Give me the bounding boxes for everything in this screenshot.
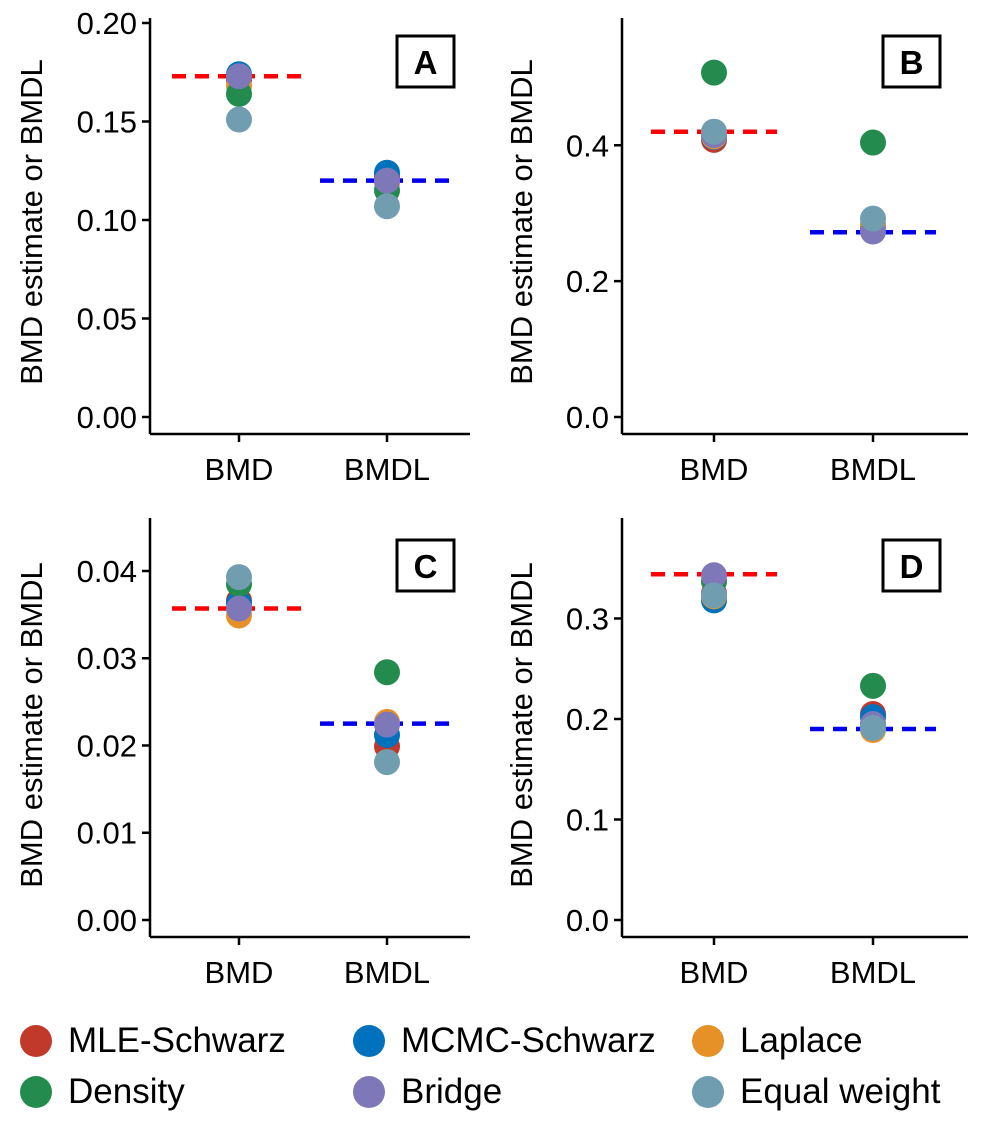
legend-dot [353,1076,385,1108]
data-point-density [860,672,886,699]
y-tick-label: 0.04 [77,554,137,589]
legend-label: Laplace [740,1021,863,1060]
legend-item: Density [20,1069,185,1115]
data-point-density [701,59,727,86]
legend-dot [20,1025,52,1057]
data-point-bridge [374,167,400,194]
y-tick-label: 0.02 [77,728,137,763]
y-tick-label: 0.15 [77,105,137,140]
panel-label-box [395,538,456,593]
panel-d: 0.0 0.1 0.2 0.3 BMD BMDL BMD estimate or BMDL D [504,518,968,990]
data-point-bridge [226,595,252,622]
data-point-density [860,129,886,156]
panel-b: 0.0 0.2 0.4 BMD BMDL BMD estimate or BMDL B [504,18,968,487]
panel-label-box [395,34,456,89]
x-tick-label: BMDL [344,955,430,990]
panel-c: 0.00 0.01 0.02 0.03 0.04 BMD BMDL BMD estimate … [14,518,470,990]
y-tick-label: 0.2 [566,264,609,299]
y-tick-label: 0.0 [566,903,609,938]
data-point-equal-weight [860,205,886,232]
legend-item: Laplace [692,1018,863,1064]
data-point-equal-weight [226,564,252,591]
y-tick-label: 0.2 [566,702,609,737]
legend-label: MCMC-Schwarz [401,1021,656,1060]
legend-item: Equal weight [692,1069,940,1115]
panel-a: 0.00 0.05 0.10 0.15 0.20 BMD BMDL BMD estimate … [14,6,470,487]
y-axis-title: BMD estimate or BMDL [504,562,539,888]
legend-label: Equal weight [740,1072,941,1111]
data-point-equal-weight [701,582,727,609]
legend-item: MCMC-Schwarz [353,1018,656,1064]
x-tick-label: BMD [680,955,749,990]
data-point-bridge [226,63,252,90]
y-axis-title: BMD estimate or BMDL [504,59,539,385]
x-tick-label: BMDL [344,452,430,487]
y-tick-label: 0.4 [566,128,609,163]
x-tick-label: BMDL [830,452,916,487]
legend: MLE-Schwarz MCMC-Schwarz Laplace Density… [0,1014,984,1114]
x-tick-label: BMD [205,955,274,990]
y-tick-label: 0.20 [77,6,137,41]
data-point-equal-weight [374,193,400,220]
x-tick-label: BMDL [830,955,916,990]
y-tick-label: 0.1 [566,802,609,837]
y-axis-title: BMD estimate or BMDL [14,562,49,888]
legend-dot [692,1076,724,1108]
y-tick-label: 0.03 [77,641,137,676]
data-point-density [374,659,400,686]
data-point-equal-weight [701,118,727,145]
legend-dot [20,1076,52,1108]
legend-label: Density [68,1072,185,1111]
legend-dot [353,1025,385,1057]
y-tick-label: 0.3 [566,601,609,636]
panel-label: D [900,548,924,585]
panel-label-box [881,34,942,89]
y-axis-title: BMD estimate or BMDL [14,59,49,385]
y-tick-label: 0.05 [77,302,137,337]
x-tick-label: BMD [680,452,749,487]
y-tick-label: 0.00 [77,400,137,435]
panel-label: C [414,548,438,585]
data-point-bridge [374,711,400,738]
panel-label: B [900,44,924,81]
y-tick-label: 0.10 [77,203,137,238]
x-tick-label: BMD [205,452,274,487]
data-point-bridge [701,562,727,589]
y-tick-label: 0.0 [566,400,609,435]
y-tick-label: 0.00 [77,903,137,938]
data-point-equal-weight [226,106,252,133]
data-point-equal-weight [860,715,886,742]
panel-label-box [881,538,942,593]
legend-item: Bridge [353,1069,502,1115]
legend-label: MLE-Schwarz [68,1021,286,1060]
legend-label: Bridge [401,1072,503,1111]
panel-label: A [414,44,438,81]
data-point-equal-weight [374,749,400,776]
y-tick-label: 0.01 [77,816,137,851]
legend-dot [692,1025,724,1057]
legend-item: MLE-Schwarz [20,1018,286,1064]
